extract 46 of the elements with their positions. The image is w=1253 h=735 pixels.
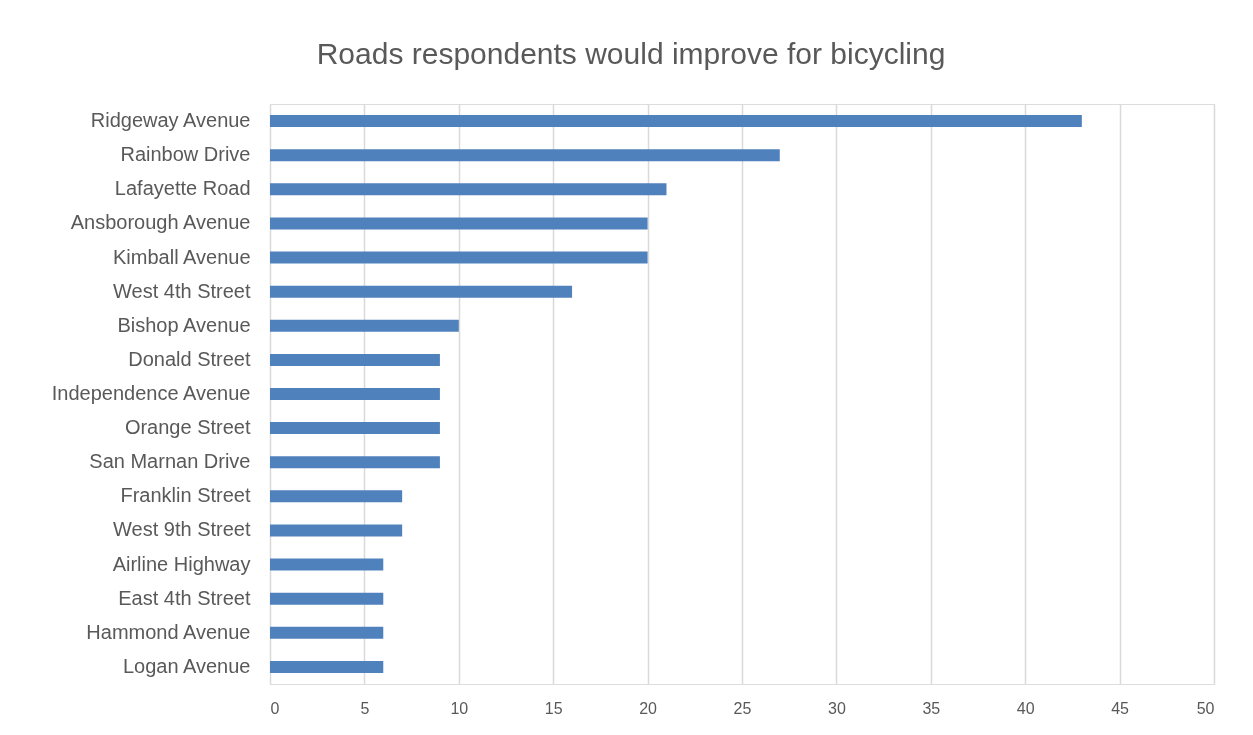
bar [270,558,384,571]
bar [270,626,384,639]
y-tick-label: Ridgeway Avenue [90,109,251,132]
y-tick-label: Franklin Street [120,484,251,507]
bar [270,388,440,400]
bar [270,524,403,537]
x-tick-label: 35 [922,699,941,717]
x-tick-label: 50 [1196,699,1215,717]
x-tick-label: 5 [360,699,370,717]
y-tick-label: West 4th Street [113,279,251,302]
bar [270,660,384,673]
bar [270,456,440,469]
bar [270,353,440,366]
bar [270,285,573,298]
y-tick-label: Bishop Avenue [117,313,251,336]
bar [270,251,648,264]
y-tick-label: Airline Highway [112,552,251,575]
y-tick-label: West 9th Street [113,518,251,541]
x-tick-label: 30 [828,699,846,717]
bar [270,592,384,605]
x-tick-label: 10 [450,699,469,717]
x-tick-label: 0 [270,699,280,717]
y-tick-label: East 4th Street [118,586,251,609]
y-tick-label: Donald Street [128,347,251,370]
bar [270,490,403,503]
bar [270,149,780,162]
y-tick-label: Independence Avenue [51,382,251,404]
y-tick-label: Orange Street [124,416,251,439]
bar [270,183,667,196]
x-tick-label: 15 [544,699,563,717]
y-tick-label: San Marnan Drive [89,450,251,473]
x-tick-label: 25 [733,699,752,717]
chart-title: Roads respondents would improve for bicycling [316,37,946,70]
y-tick-label: Lafayette Road [114,177,251,200]
y-tick-label: Ansborough Avenue [70,211,251,234]
y-tick-label: Logan Avenue [122,654,251,677]
bar [270,422,440,435]
y-tick-label: Kimball Avenue [113,245,251,268]
bar [270,115,1082,128]
x-tick-label: 40 [1016,699,1035,717]
x-tick-label: 45 [1111,699,1130,717]
y-tick-label: Rainbow Drive [120,143,251,166]
bar [270,217,648,230]
bar [270,319,459,332]
x-tick-label: 20 [639,699,658,717]
y-tick-label: Hammond Avenue [86,620,251,643]
